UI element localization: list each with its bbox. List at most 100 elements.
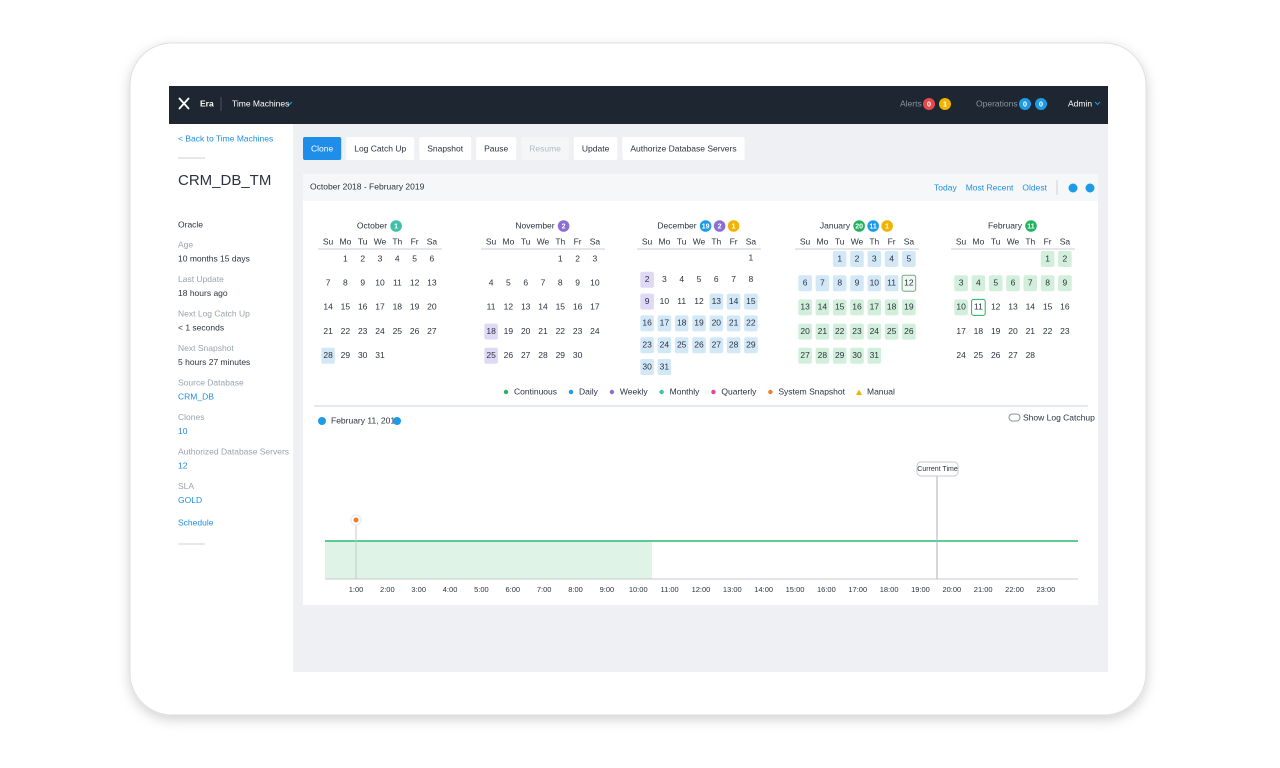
day[interactable]: 2 <box>1063 253 1068 263</box>
toggle-label[interactable]: Show Log Catchup <box>1023 412 1095 422</box>
day-highlight[interactable] <box>850 275 864 292</box>
day[interactable]: 16 <box>642 318 652 328</box>
day[interactable]: 25 <box>486 350 496 360</box>
day-highlight[interactable] <box>954 299 968 316</box>
day-highlight[interactable] <box>798 323 812 340</box>
field-value[interactable]: CRM_DB <box>178 391 214 401</box>
schedule-link[interactable]: Schedule <box>178 517 214 527</box>
day-highlight[interactable] <box>815 347 830 364</box>
day[interactable]: 24 <box>660 339 670 349</box>
day-highlight[interactable] <box>867 323 882 340</box>
prev-day[interactable] <box>318 417 326 425</box>
day-highlight[interactable] <box>954 275 968 292</box>
day[interactable]: 28 <box>818 350 828 360</box>
day-highlight[interactable] <box>832 347 847 364</box>
day[interactable]: 19 <box>694 318 704 328</box>
day-highlight[interactable] <box>640 337 654 354</box>
button-label[interactable]: Update <box>582 143 610 153</box>
day[interactable]: 21 <box>729 318 739 328</box>
day-highlight[interactable] <box>709 293 724 310</box>
day[interactable]: 6 <box>1011 277 1016 287</box>
day-highlight[interactable] <box>484 323 498 340</box>
day[interactable]: 7 <box>820 277 825 287</box>
day-highlight[interactable] <box>867 347 882 364</box>
day-highlight[interactable] <box>884 275 899 292</box>
day-highlight[interactable] <box>901 274 917 292</box>
day-highlight[interactable] <box>726 293 741 310</box>
day[interactable]: 18 <box>887 302 897 312</box>
day[interactable]: 24 <box>870 326 880 336</box>
day-highlight[interactable] <box>850 299 864 316</box>
day[interactable]: 18 <box>486 326 496 336</box>
toolbar-button[interactable] <box>573 137 618 160</box>
user-menu[interactable]: Admin <box>1068 98 1092 108</box>
day[interactable]: 22 <box>835 326 845 336</box>
day-highlight[interactable] <box>867 275 882 292</box>
field-value[interactable]: GOLD <box>178 495 202 505</box>
day[interactable]: 13 <box>800 302 810 312</box>
day[interactable]: 11 <box>887 277 896 287</box>
toolbar-button[interactable] <box>419 137 472 160</box>
day-highlight[interactable] <box>988 275 1003 292</box>
day[interactable]: 17 <box>870 302 880 312</box>
nav-menu[interactable]: Time Machines <box>232 98 289 108</box>
day[interactable]: 23 <box>852 326 862 336</box>
day-highlight[interactable] <box>726 315 741 332</box>
back-link[interactable]: < Back to Time Machines <box>178 133 273 143</box>
day[interactable]: 27 <box>712 339 722 349</box>
day[interactable]: 25 <box>677 339 687 349</box>
day-highlight[interactable] <box>850 323 864 340</box>
day-highlight[interactable] <box>321 347 335 364</box>
day[interactable]: 28 <box>323 350 333 360</box>
operations-label[interactable]: Operations <box>976 98 1018 108</box>
day[interactable]: 18 <box>677 318 687 328</box>
day[interactable]: 15 <box>835 302 845 312</box>
day[interactable]: 29 <box>835 350 845 360</box>
day-highlight[interactable] <box>640 271 654 288</box>
day[interactable]: 29 <box>746 339 756 349</box>
day[interactable]: 23 <box>642 339 652 349</box>
day[interactable]: 22 <box>746 318 756 328</box>
day-highlight[interactable] <box>709 315 724 332</box>
day-highlight[interactable] <box>640 315 654 332</box>
day-highlight[interactable] <box>709 337 724 354</box>
nav-link[interactable]: Today <box>934 182 957 192</box>
day-highlight[interactable] <box>832 323 847 340</box>
day[interactable]: 1 <box>1045 253 1050 263</box>
day[interactable]: 14 <box>818 302 828 312</box>
next-day[interactable] <box>393 417 401 425</box>
day[interactable]: 2 <box>855 253 860 263</box>
day[interactable]: 21 <box>818 326 828 336</box>
day-highlight[interactable] <box>798 275 812 292</box>
day-highlight[interactable] <box>692 337 706 354</box>
day-highlight[interactable] <box>884 299 899 316</box>
day-highlight[interactable] <box>832 299 847 316</box>
day-highlight[interactable] <box>815 275 830 292</box>
day[interactable]: 27 <box>800 350 810 360</box>
field-value[interactable]: 12 <box>178 460 188 470</box>
button-label[interactable]: Clone <box>311 143 333 153</box>
button-label[interactable]: Authorize Database Servers <box>630 143 736 153</box>
day[interactable]: 4 <box>889 253 894 263</box>
day[interactable]: 17 <box>660 318 670 328</box>
day[interactable]: 26 <box>904 326 914 336</box>
day-highlight[interactable] <box>484 347 498 364</box>
day[interactable]: 11 <box>974 302 983 312</box>
day[interactable]: 13 <box>712 296 722 306</box>
day[interactable]: 8 <box>837 277 842 287</box>
toggle[interactable] <box>1008 413 1021 422</box>
day[interactable]: 12 <box>904 277 914 287</box>
day[interactable]: 7 <box>1028 277 1033 287</box>
day-highlight[interactable] <box>815 299 830 316</box>
day-highlight[interactable] <box>1058 251 1072 267</box>
day[interactable]: 8 <box>1045 277 1050 287</box>
day-highlight[interactable] <box>744 337 758 354</box>
day-highlight[interactable] <box>657 315 672 332</box>
day-highlight[interactable] <box>657 337 672 354</box>
day[interactable]: 3 <box>959 277 964 287</box>
button-label[interactable]: Log Catch Up <box>354 143 406 153</box>
day-highlight[interactable] <box>744 315 758 332</box>
alerts-label[interactable]: Alerts <box>900 98 922 108</box>
day-highlight[interactable] <box>674 315 689 332</box>
day[interactable]: 26 <box>694 339 704 349</box>
